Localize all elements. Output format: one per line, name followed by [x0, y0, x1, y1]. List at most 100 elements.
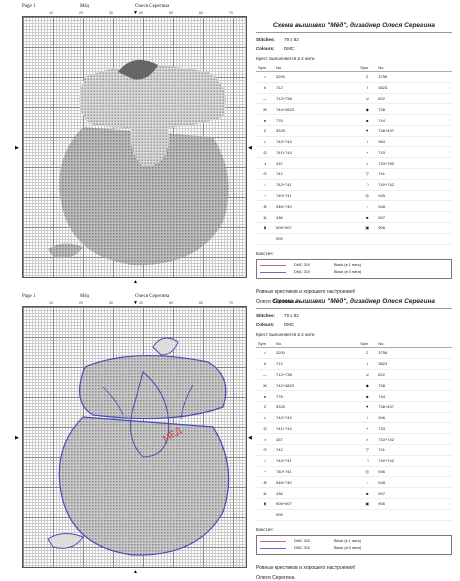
key-row: ⊕ 946+740 ▫ 948	[256, 476, 452, 489]
key-symbol: ◆	[358, 103, 377, 116]
key-row: ÷ 740+741 ◎ 945	[256, 190, 452, 202]
key-symbol: +	[358, 146, 377, 159]
key-header: No.	[274, 64, 359, 72]
jar-body-outlined	[47, 337, 230, 556]
key-symbol: ↕	[358, 412, 377, 424]
key-thread-number: 984	[376, 136, 452, 148]
key-thread-number: 743	[376, 146, 452, 159]
key-symbol: ■	[358, 211, 377, 223]
center-arrow-right: ◀	[248, 435, 252, 441]
key-thread-number: 741	[376, 444, 452, 456]
key-thread-number: 743+742	[376, 433, 452, 446]
key-symbol: /	[256, 455, 274, 467]
chart-sheet-bottom: Page 1 Мёд Олеся Серегина МЁД ▶ ◀ ▼ ▲ Сх…	[0, 290, 460, 581]
key-thread-number: 776	[274, 114, 359, 126]
axis-number: 70	[229, 301, 233, 305]
backstitch-box: DMC 310 Black (в 1 нить) DMC 310 Black (…	[256, 258, 452, 279]
key-symbol: ÷	[256, 190, 274, 202]
backstitch-code: DMC 310	[294, 270, 311, 274]
key-thread-number: 905	[274, 509, 359, 521]
center-arrow-left: ▶	[15, 145, 19, 151]
backstitch-code: DMC 310	[294, 546, 311, 550]
key-header: No.	[376, 64, 452, 72]
key-symbol: ▽	[358, 168, 377, 180]
axis-number: 40	[139, 301, 143, 305]
key-thread-number: 738	[376, 379, 452, 392]
backstitch-row: DMC 310 Black (в 5 нити)	[260, 269, 448, 276]
key-row: ◑ 437 × 743+783	[256, 157, 452, 170]
key-symbol: Ω	[256, 422, 274, 435]
key-thread-number: 437	[274, 157, 359, 170]
key-symbol: ◎	[358, 190, 377, 202]
key-thread-number: 437	[274, 433, 359, 446]
key-thread-number: 712+738	[274, 369, 359, 381]
panel-title: Схема вышивки "Мёд", дизайнер Олеся Сере…	[256, 296, 452, 309]
key-thread-number: 741+744	[274, 146, 359, 159]
key-row: ◘ 436 ■ 907	[256, 487, 452, 499]
thread-key-table: Sym No. Sym No. ○ 3200 Σ 3756 ∧ 712 I 3823—712+…	[256, 64, 452, 245]
key-symbol: ÷	[256, 466, 274, 478]
key-row: Ω 741+744 +743	[256, 146, 452, 159]
key-thread-number: 3756	[376, 347, 452, 359]
key-symbol: ☼	[256, 412, 274, 424]
key-row: Ж 742+3823 ◆ 738	[256, 379, 452, 392]
key-thread-number: 742+3823	[274, 379, 359, 392]
key-thread-number: 822	[376, 93, 452, 105]
key-thread-number: 822	[376, 369, 452, 381]
key-thread-number: 906+907	[274, 222, 359, 234]
pattern-grid: МЁД	[22, 306, 247, 568]
key-symbol: ∪	[358, 369, 377, 381]
key-row: Z 3325 ▼ 738+437	[256, 125, 452, 137]
key-thread-number: 744	[376, 390, 452, 402]
key-row: 905	[256, 233, 452, 245]
jar-pattern-outlined: МЁД	[47, 337, 230, 556]
key-thread-number: 712	[274, 82, 359, 94]
center-arrow-top: ▼	[133, 300, 138, 306]
backstitch-swatch	[260, 547, 286, 549]
key-thread-number: 738	[376, 103, 452, 116]
center-arrow-bottom: ▲	[133, 569, 138, 575]
key-thread-number: 946+740	[274, 476, 359, 489]
wish-text: Ровных крестиков и хорошего настроения!	[256, 564, 356, 571]
stitches-row: Stitches: 79 x 82	[256, 313, 452, 318]
center-arrow-bottom: ▲	[133, 279, 138, 285]
key-thread-number: 742	[274, 168, 359, 180]
key-thread-number: 905	[274, 233, 359, 245]
key-thread-number	[376, 509, 452, 521]
key-symbol: Σ	[358, 347, 377, 359]
axis-number: 20	[79, 11, 83, 15]
key-thread-number: 3200	[274, 347, 359, 359]
key-thread-number: 741	[376, 168, 452, 180]
key-row: ∧ 712 I 3823	[256, 358, 452, 370]
key-symbol: ◘	[256, 211, 274, 223]
backstitch-label: Бэкстич:	[256, 250, 274, 256]
key-thread-number: 907	[376, 211, 452, 223]
key-symbol: ⊕	[256, 476, 274, 489]
chart-name: Мёд	[80, 4, 90, 9]
axis-number: 60	[199, 11, 203, 15]
key-thread-number: 948	[376, 200, 452, 213]
key-symbol: ☼	[256, 136, 274, 148]
key-thread-number: 712+738	[274, 93, 359, 105]
key-symbol: ▼	[358, 125, 377, 137]
key-symbol	[256, 233, 274, 245]
key-row: ⧫ 906+907 ▣ 906	[256, 222, 452, 234]
key-row: Z 3325 ▼ 738+437	[256, 401, 452, 413]
key-thread-number: 946	[376, 412, 452, 424]
key-symbol: ◑	[256, 157, 274, 170]
key-row: —712+738 ∪ 822	[256, 93, 452, 105]
colours-value: DMC	[284, 46, 295, 51]
axis-number: 60	[199, 301, 203, 305]
key-thread-number: 712	[274, 358, 359, 370]
key-thread-number: 741+744	[274, 422, 359, 435]
backstitch-desc: Black (в 1 нить)	[334, 539, 362, 543]
key-thread-number: 740+741	[274, 190, 359, 202]
key-row: ● 776 ■ 744	[256, 390, 452, 402]
colours-value: DMC	[284, 322, 295, 327]
key-thread-number: 907	[376, 487, 452, 499]
key-thread-number: 742+741	[274, 179, 359, 191]
key-thread-number: 744+3823	[274, 103, 359, 116]
backstitch-row: DMC 310 Black (в 1 нить)	[260, 538, 448, 545]
colours-row: Colours: DMC	[256, 322, 452, 327]
axis-number: 30	[109, 11, 113, 15]
